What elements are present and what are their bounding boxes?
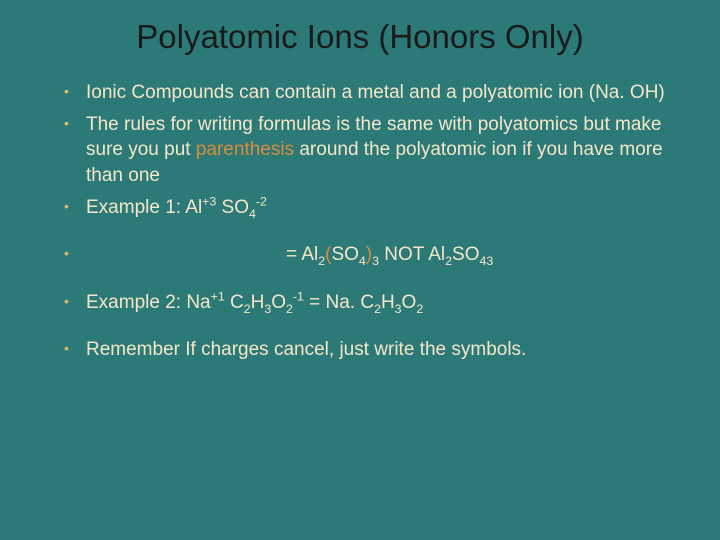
slide-content: Ionic Compounds can contain a metal and … (40, 80, 680, 363)
highlight-text: parenthesis (196, 139, 294, 160)
bullet-list: Ionic Compounds can contain a metal and … (58, 80, 680, 363)
slide: Polyatomic Ions (Honors Only) Ionic Comp… (0, 0, 720, 540)
bullet-item: Example 1: Al+3 SO4-2 (58, 195, 680, 221)
slide-title: Polyatomic Ions (Honors Only) (40, 18, 680, 56)
bullet-item: Example 2: Na+1 C2H3O2-1 = Na. C2H3O2 (58, 290, 680, 316)
bullet-item: = Al2(SO4)3 NOT Al2SO43 (58, 242, 680, 268)
bullet-item: Remember If charges cancel, just write t… (58, 337, 680, 363)
bullet-item: Ionic Compounds can contain a metal and … (58, 80, 680, 106)
bullet-item: The rules for writing formulas is the sa… (58, 112, 680, 189)
